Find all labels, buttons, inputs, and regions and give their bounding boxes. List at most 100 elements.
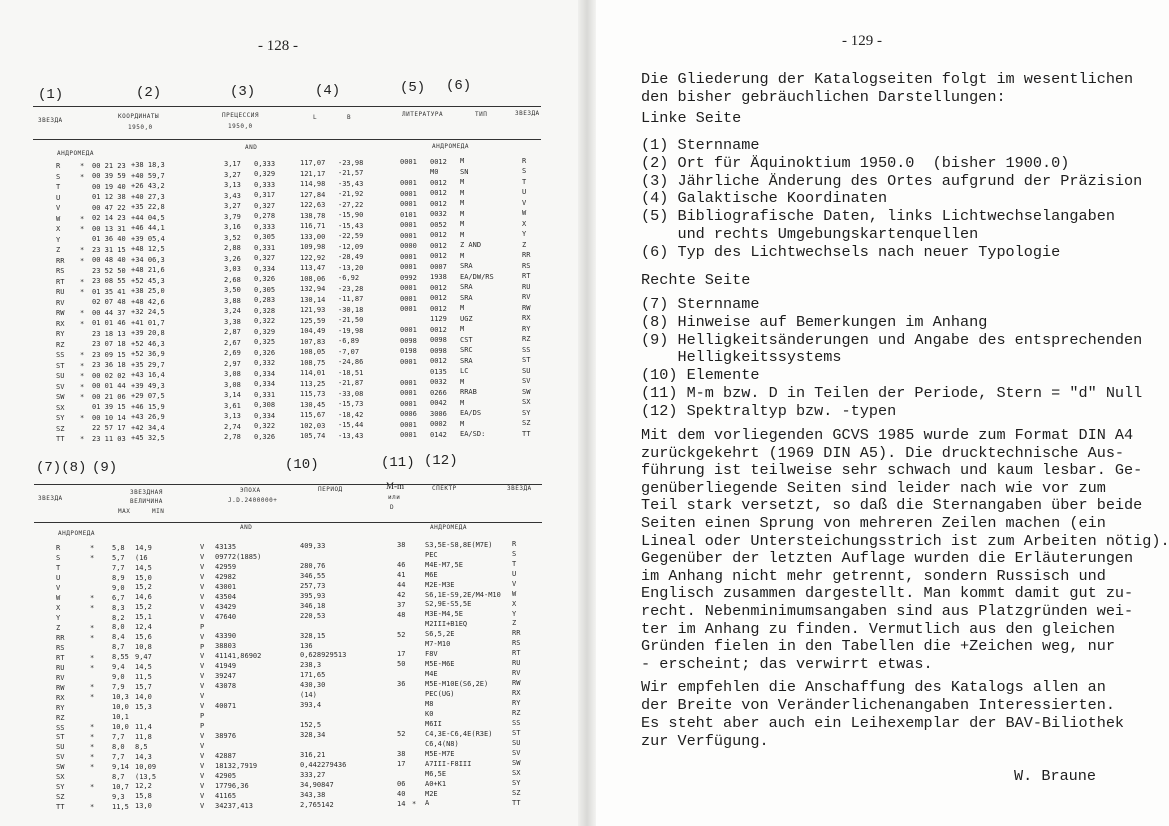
cell-gal-l: 127,84 [300, 190, 326, 199]
cell-star: X [56, 604, 61, 613]
cell-mm: 37 [397, 600, 406, 609]
cell-type: M [460, 419, 465, 428]
column-label: (10) [285, 457, 319, 473]
cell-gal-b: -21,87 [338, 379, 364, 388]
cell-note: * [80, 414, 85, 423]
cell-lit-chart: 0012 [430, 283, 447, 292]
cell-star-right: SY [522, 408, 531, 417]
cell-min: 11,4 [135, 722, 152, 731]
cell-star: T [56, 564, 61, 573]
page-number-left: - 128 - [258, 38, 298, 54]
cell-prec-dec: 0,327 [254, 254, 276, 263]
cell-lit-lightcurve: 0992 [400, 273, 417, 282]
cell-lit-chart: 0012 [430, 178, 447, 187]
section-constellation: АНДРОМЕДА [58, 530, 96, 537]
cell-lit-chart: 1938 [430, 273, 447, 282]
cell-period: 34,90847 [300, 780, 334, 789]
cell-star-right: Z [522, 240, 527, 249]
cell-prec-dec: 0,333 [254, 180, 276, 189]
cell-system: V [200, 781, 205, 790]
cell-star-right: SS [512, 718, 521, 727]
cell-epoch: 43504 [215, 592, 237, 601]
cell-dec: +52 36,9 [131, 350, 165, 359]
cell-prec-ra: 3,52 [224, 233, 241, 242]
cell-lit-chart: 0012 [430, 231, 447, 240]
cell-prec-ra: 3,08 [224, 370, 241, 379]
cell-max: 8,3 [112, 603, 125, 612]
cell-star: RW [56, 683, 65, 692]
cell-period: 346,18 [300, 601, 326, 610]
cell-lit-chart: 0032 [430, 378, 447, 387]
header-mm-d: D [390, 504, 395, 511]
column-label: (3) [230, 84, 256, 100]
cell-note: * [80, 319, 85, 328]
legend-item: (4) Galaktische Koordinaten [641, 189, 888, 208]
cell-star-right: RT [512, 649, 521, 658]
cell-star-right: SX [512, 768, 521, 777]
cell-dec: +35 22,8 [131, 203, 165, 212]
cell-star-right: SV [522, 377, 531, 386]
cell-epoch: 41165 [215, 791, 237, 800]
legend-item: (2) Ort für Äquinoktium 1950.0 (bisher 1… [641, 153, 1070, 172]
cell-prec-ra: 3,08 [224, 380, 241, 389]
header-mm-or: или [388, 494, 401, 501]
cell-spectrum: M5E-M10E(S6,2E) [425, 680, 489, 689]
cell-star: RS [56, 267, 65, 276]
header-magnitude-2: ВЕЛИЧИНА [130, 498, 163, 505]
cell-epoch: 43135 [215, 542, 237, 551]
cell-star: T [56, 183, 61, 192]
cell-gal-l: 108,06 [300, 274, 326, 283]
cell-note: * [80, 288, 85, 297]
intro-line: Die Gliederung der Katalogseiten folgt i… [641, 70, 1134, 88]
cell-dec: +52 46,3 [131, 339, 165, 348]
header-magnitude: ЗВЕЗДНАЯ [130, 489, 163, 496]
page-number-right: - 129 - [842, 33, 882, 49]
cell-max: 7,7 [112, 563, 125, 572]
cell-gal-b: -22,59 [338, 232, 364, 241]
cell-star-right: RS [522, 261, 531, 270]
cell-epoch: 42905 [215, 771, 237, 780]
legend-item: (6) Typ des Lichtwechsels nach neuer Typ… [641, 242, 1061, 261]
cell-prec-ra: 3,14 [224, 391, 241, 400]
cell-star-right: SZ [522, 419, 531, 428]
cell-type: SRA [460, 283, 473, 292]
cell-prec-dec: 0,334 [254, 380, 276, 389]
cell-spectrum: M6E [425, 570, 438, 579]
cell-dec: +41 01,7 [131, 318, 165, 327]
cell-dec: +26 43,2 [131, 182, 165, 191]
cell-star: RR [56, 633, 65, 642]
cell-star: V [56, 204, 61, 213]
section-constellation-right: АНДРОМЕДА [432, 143, 470, 150]
cell-system: V [200, 801, 205, 810]
cell-spectrum: A [425, 799, 430, 808]
cell-epoch: 18132,7919 [215, 761, 258, 770]
cell-gal-b: -35,43 [338, 179, 364, 188]
cell-prec-ra: 2,74 [224, 422, 241, 431]
cell-star: RY [56, 330, 65, 339]
cell-min: 15,8 [135, 792, 152, 801]
cell-star-right: SS [522, 345, 531, 354]
cell-dec: +35 29,7 [131, 360, 165, 369]
cell-gal-l: 108,05 [300, 348, 326, 357]
cell-gal-l: 130,45 [300, 400, 326, 409]
cell-note: * [80, 256, 85, 265]
cell-max: 9,0 [112, 673, 125, 682]
cell-star: S [56, 172, 61, 181]
header-max: МАХ [118, 508, 131, 515]
cell-spectrum: M7-M10 [425, 640, 451, 649]
cell-mm: 50 [397, 660, 406, 669]
cell-ra: 23 11 03 [92, 434, 126, 443]
cell-prec-dec: 0,326 [254, 348, 276, 357]
cell-ra: 23 52 50 [92, 266, 126, 275]
cell-star-right: SV [512, 748, 521, 757]
cell-mm: 48 [397, 610, 406, 619]
cell-type: SRA [460, 293, 473, 302]
cell-system: P [200, 642, 205, 651]
header-rule [33, 106, 541, 107]
cell-type: SN [460, 167, 469, 176]
paragraph-line: Seiten einen Sprung von mehreren Zeilen … [641, 514, 1106, 532]
cell-lit-lightcurve: 0001 [400, 263, 417, 272]
header-coords-epoch: 1950,0 [128, 124, 153, 131]
cell-star-right: RS [512, 639, 521, 648]
cell-prec-ra: 3,16 [224, 223, 241, 232]
